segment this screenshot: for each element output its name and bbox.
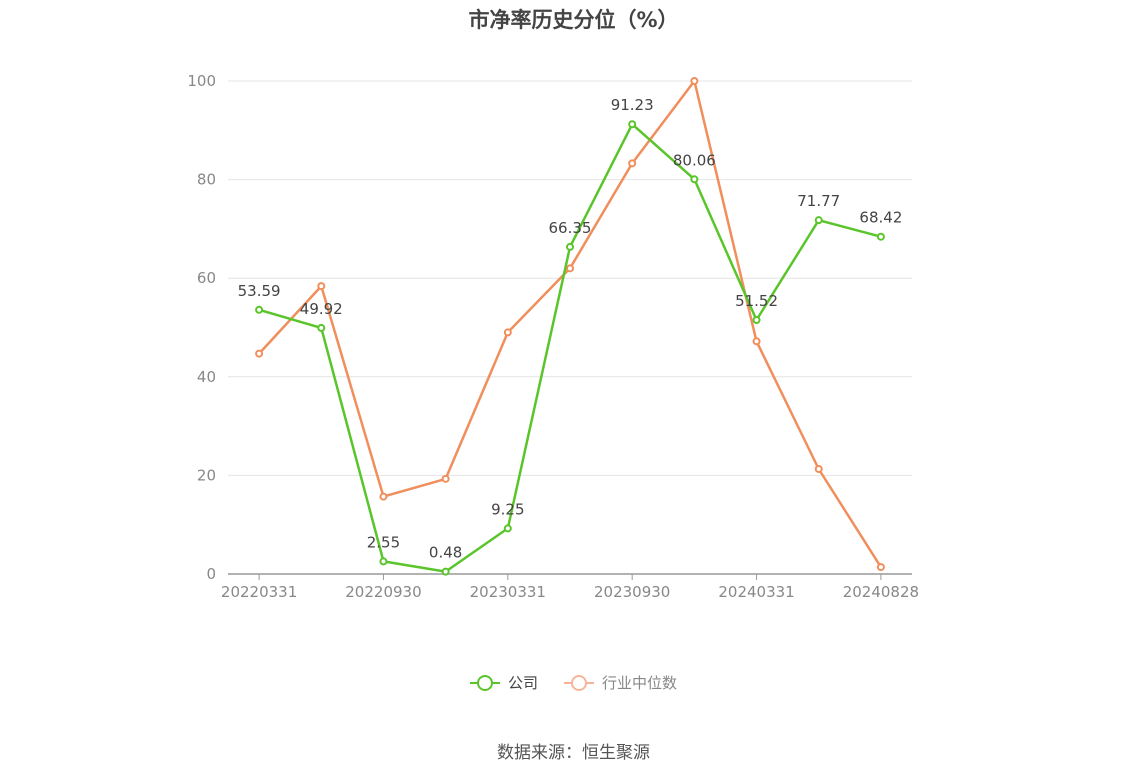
data-point-company	[876, 232, 885, 241]
data-label-company: 0.48	[429, 544, 462, 562]
data-point-industry	[876, 563, 885, 572]
x-tick-label: 20230930	[594, 583, 670, 601]
source-note: 数据来源：恒生聚源	[497, 743, 650, 763]
data-point-company	[690, 175, 699, 184]
y-tick-label: 40	[197, 368, 216, 386]
data-label-company: 2.55	[367, 533, 400, 551]
data-label-company: 53.59	[238, 282, 281, 300]
data-label-company: 51.52	[735, 292, 778, 310]
legend-label-industry: 行业中位数	[602, 674, 678, 692]
data-label-company: 91.23	[611, 96, 654, 114]
data-point-company	[379, 557, 388, 566]
legend: 公司 行业中位数	[0, 672, 1147, 693]
data-label-company: 80.06	[673, 151, 716, 169]
y-tick-label: 60	[197, 269, 216, 287]
chart-title: 市净率历史分位（%）	[468, 8, 679, 32]
data-point-industry	[752, 337, 761, 346]
data-point-industry	[317, 282, 326, 291]
y-tick-label: 80	[197, 171, 216, 189]
x-tick-label: 20220930	[345, 583, 421, 601]
x-tick-label: 20240828	[843, 583, 919, 601]
legend-swatch-company-icon	[469, 674, 500, 691]
series-line-company	[258, 122, 882, 573]
data-label-company: 71.77	[797, 192, 840, 210]
data-point-company	[628, 120, 637, 129]
data-point-industry	[255, 349, 264, 358]
data-point-company	[255, 305, 264, 314]
data-point-industry	[379, 492, 388, 501]
x-tick-label: 20220331	[221, 583, 297, 601]
data-point-industry	[814, 464, 823, 473]
legend-label-company: 公司	[507, 674, 538, 692]
data-point-company	[441, 567, 450, 576]
data-point-industry	[690, 77, 699, 85]
data-label-company: 9.25	[491, 500, 524, 518]
legend-item-industry[interactable]: 行业中位数	[564, 672, 677, 693]
x-tick-label: 20230331	[470, 583, 546, 601]
legend-item-company[interactable]: 公司	[469, 672, 538, 693]
data-point-company	[752, 316, 761, 325]
data-label-company: 68.42	[859, 209, 902, 227]
series-line-industry	[258, 79, 882, 568]
data-label-company: 49.92	[300, 300, 343, 318]
x-tick-label: 20240331	[718, 583, 794, 601]
data-point-company	[566, 242, 574, 251]
data-point-company	[814, 216, 823, 225]
data-point-industry	[566, 264, 574, 273]
data-point-industry	[441, 474, 450, 483]
legend-swatch-industry-icon	[564, 674, 594, 691]
data-point-company	[317, 323, 326, 332]
line-chart: 0 20 40 60 80 100 20220331 20220930 20230331 2023…	[187, 72, 919, 601]
data-point-industry	[628, 159, 637, 168]
y-tick-label: 20	[197, 466, 216, 484]
data-label-company: 66.35	[549, 219, 592, 237]
data-point-company	[503, 524, 512, 533]
data-point-industry	[503, 328, 512, 337]
y-tick-label: 100	[187, 72, 216, 90]
y-tick-label: 0	[206, 565, 216, 583]
